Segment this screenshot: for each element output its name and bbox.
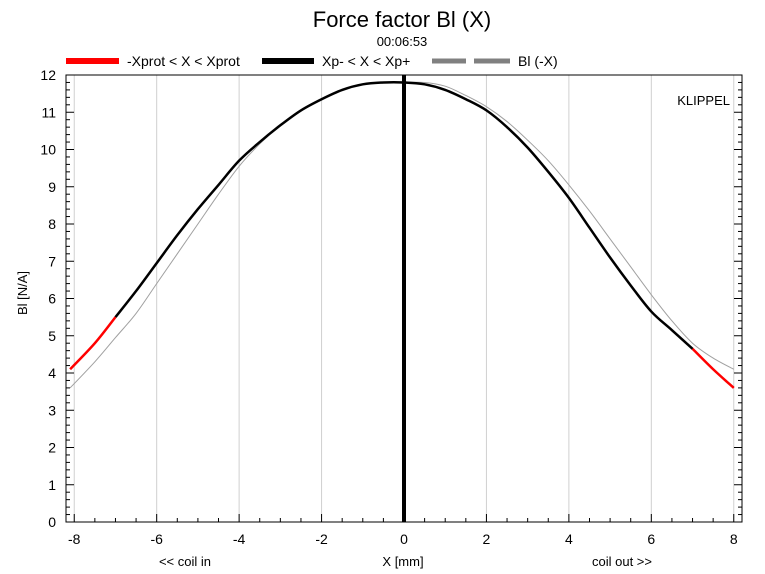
y-tick-label: 2: [48, 440, 56, 456]
x-tick-label: -2: [315, 531, 328, 547]
chart-legend: -Xprot < X < Xprot Xp- < X < Xp+ Bl (-X): [66, 53, 558, 69]
chart-subtitle: 00:06:53: [377, 34, 428, 49]
y-tick-label: 10: [40, 142, 56, 158]
y-tick-label: 3: [48, 402, 56, 418]
y-tick-label: 0: [48, 514, 56, 530]
plot-series: [69, 75, 735, 522]
legend-label: Xp- < X < Xp+: [322, 53, 410, 69]
x-axis-label-left: << coil in: [159, 554, 211, 569]
y-axis-label: Bl [N/A]: [15, 271, 30, 315]
series-bl-minus-x: [69, 81, 734, 389]
y-tick-label: 7: [48, 253, 56, 269]
legend-label: -Xprot < X < Xprot: [127, 53, 240, 69]
x-tick-label: 6: [647, 531, 655, 547]
x-axis-label: X [mm]: [382, 554, 423, 569]
x-tick-label: 4: [565, 531, 573, 547]
x-tick-label: 2: [483, 531, 491, 547]
y-tick-label: 5: [48, 328, 56, 344]
x-tick-label: 0: [400, 531, 408, 547]
y-tick-label: 12: [40, 67, 56, 83]
y-tick-label: 1: [48, 477, 56, 493]
x-tick-label: -6: [150, 531, 163, 547]
y-tick-label: 8: [48, 216, 56, 232]
legend-label: Bl (-X): [518, 53, 558, 69]
x-tick-label: -8: [68, 531, 81, 547]
y-tick-label: 11: [41, 104, 56, 120]
series-bl-red-left: [69, 316, 117, 371]
y-tick-label: 4: [48, 365, 56, 381]
x-tick-label: -4: [233, 531, 246, 547]
klippel-watermark: KLIPPEL: [677, 93, 730, 108]
x-tick-label: 8: [730, 531, 738, 547]
y-tick-label: 9: [48, 179, 56, 195]
chart-title: Force factor Bl (X): [313, 7, 491, 32]
y-tick-label: 6: [48, 291, 56, 307]
series-bl-red-right: [691, 347, 735, 389]
x-axis-label-right: coil out >>: [592, 554, 652, 569]
